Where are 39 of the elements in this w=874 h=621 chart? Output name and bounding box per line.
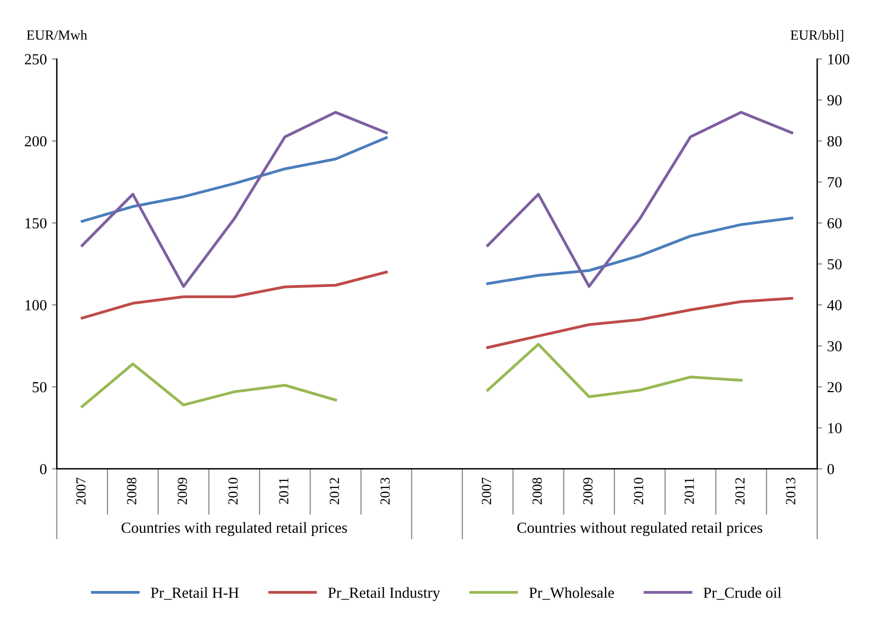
x-tick-label: 2011: [279, 478, 288, 504]
y-axis-title: EUR/Mwh: [26, 30, 88, 40]
y2-tick-label: 20: [828, 382, 842, 392]
x-tick-label: 2010: [634, 478, 644, 504]
y2-tick-label: 80: [827, 136, 842, 146]
legend-label: Pr_Retail Industry: [328, 587, 440, 602]
x-tick-label: 2010: [228, 478, 238, 504]
y-tick-label: 100: [26, 300, 47, 310]
text: Countries with regulated retail prices: [122, 522, 347, 536]
x-tick-label: 2007: [482, 478, 492, 504]
x-tick-label: 2009: [178, 478, 188, 504]
x-tick-label: 2012: [330, 478, 340, 504]
y2-tick-label: 0: [827, 464, 834, 474]
y2-tick-label: 100: [828, 54, 850, 64]
y2-tick-label: 30: [828, 341, 842, 352]
y2-tick-label: 60: [828, 218, 842, 228]
x-tick-label: 2008: [532, 478, 542, 504]
x-tick-label: 2007: [76, 478, 86, 504]
y2-axis-title: EUR/bbl]: [790, 30, 844, 42]
y2-tick-label: 90: [827, 95, 842, 106]
legend-label: Pr_Crude oil: [704, 587, 782, 600]
x-tick-label: 2009: [583, 478, 593, 504]
x-tick-label: 2011: [684, 478, 694, 504]
y2-tick-label: 40: [827, 300, 842, 310]
y-tick-label: 150: [26, 218, 47, 228]
x-tick-label: 2012: [735, 478, 745, 504]
y-tick-label: 250: [24, 54, 47, 64]
text: Countries without regulated retail prices: [517, 522, 762, 536]
x-tick-label: 2013: [786, 478, 796, 504]
x-tick-label: 2008: [126, 478, 136, 504]
y2-tick-label: 50: [828, 259, 842, 270]
y-tick-label: 50: [32, 382, 47, 392]
legend-label: Pr_Retail H-H: [150, 587, 239, 600]
y-tick-label: 200: [24, 136, 47, 146]
legend-label: Pr_Wholesale: [529, 587, 614, 600]
y2-tick-label: 10: [828, 423, 842, 434]
y-tick-label: 0: [40, 464, 47, 474]
y2-tick-label: 70: [828, 177, 842, 188]
x-tick-label: 2013: [380, 478, 390, 504]
